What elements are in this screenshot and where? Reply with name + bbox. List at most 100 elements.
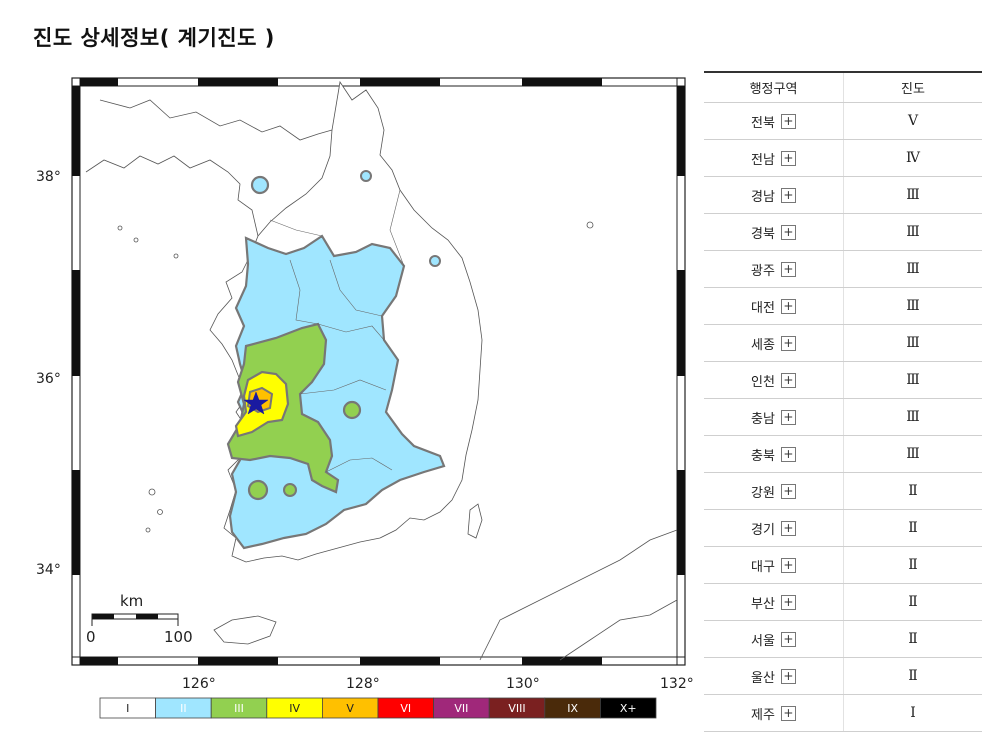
region-cell: 경기 + bbox=[704, 510, 844, 546]
intensity-cell: Ⅲ bbox=[906, 187, 920, 203]
table-row: 경북 + Ⅲ bbox=[704, 214, 982, 251]
intensity-cell: Ⅲ bbox=[906, 446, 920, 462]
legend-swatch bbox=[600, 697, 657, 719]
dokdo-island bbox=[586, 221, 594, 229]
expand-icon[interactable]: + bbox=[780, 446, 796, 462]
region-cell: 서울 + bbox=[704, 621, 844, 657]
legend-label: VII bbox=[454, 702, 468, 715]
intensity-legend: I II III IV V VI VII VIII IX X+ bbox=[99, 697, 657, 719]
intensity-cell: Ⅱ bbox=[908, 594, 918, 610]
legend-label: V bbox=[346, 702, 354, 715]
region-cell: 충북 + bbox=[704, 436, 844, 472]
jeju-island bbox=[213, 615, 277, 645]
header-region: 행정구역 bbox=[704, 73, 844, 102]
region-name: 전북 bbox=[751, 115, 775, 131]
intensity-II-spot-north bbox=[250, 175, 270, 195]
table-row: 전남 + Ⅳ bbox=[704, 140, 982, 177]
legend-label: I bbox=[126, 702, 129, 715]
map-svg: 38° 36° 34° 126° 128° 130° 132° km 0 100… bbox=[36, 77, 694, 719]
region-name: 제주 bbox=[751, 707, 775, 723]
expand-icon[interactable]: + bbox=[780, 520, 796, 536]
table-row: 강원 + Ⅱ bbox=[704, 473, 982, 510]
region-name: 대전 bbox=[751, 300, 775, 316]
region-name: 경기 bbox=[751, 522, 775, 538]
region-name: 광주 bbox=[751, 263, 775, 279]
intensity-III-spot-south2 bbox=[283, 483, 297, 497]
table-row: 서울 + Ⅱ bbox=[704, 621, 982, 658]
header-intensity: 진도 bbox=[901, 82, 925, 97]
region-cell: 대구 + bbox=[704, 547, 844, 583]
intensity-cell: Ⅱ bbox=[908, 668, 918, 684]
region-cell: 세종 + bbox=[704, 325, 844, 361]
table-row: 경남 + Ⅲ bbox=[704, 177, 982, 214]
intensity-cell: Ⅱ bbox=[908, 631, 918, 647]
expand-icon[interactable]: + bbox=[780, 594, 796, 610]
legend-label: IV bbox=[289, 702, 300, 715]
expand-icon[interactable]: + bbox=[780, 187, 796, 203]
expand-icon[interactable]: + bbox=[780, 668, 796, 684]
table-row: 인천 + Ⅲ bbox=[704, 362, 982, 399]
table-header: 행정구역 진도 bbox=[704, 73, 982, 103]
north-land bbox=[85, 155, 259, 237]
expand-icon[interactable]: + bbox=[780, 298, 796, 314]
lat-label-38: 38° bbox=[36, 169, 61, 185]
region-name: 부산 bbox=[751, 596, 775, 612]
intensity-cell: Ⅳ bbox=[906, 150, 920, 166]
region-cell: 광주 + bbox=[704, 251, 844, 287]
table-row: 세종 + Ⅲ bbox=[704, 325, 982, 362]
scale-unit: km bbox=[120, 592, 143, 610]
intensity-cell: Ⅲ bbox=[906, 372, 920, 388]
lon-label-132: 132° bbox=[660, 676, 694, 692]
region-name: 서울 bbox=[751, 633, 775, 649]
intensity-cell: Ⅲ bbox=[906, 335, 920, 351]
table-row: 대구 + Ⅱ bbox=[704, 547, 982, 584]
frame-border-ticks bbox=[71, 77, 686, 666]
intensity-III-spot-south bbox=[247, 479, 269, 501]
expand-icon[interactable]: + bbox=[780, 483, 796, 499]
region-name: 충북 bbox=[751, 448, 775, 464]
table-row: 경기 + Ⅱ bbox=[704, 510, 982, 547]
region-cell: 전북 + bbox=[704, 103, 844, 139]
region-cell: 제주 + bbox=[704, 695, 844, 731]
region-cell: 충남 + bbox=[704, 399, 844, 435]
legend-label: IX bbox=[567, 702, 578, 715]
expand-icon[interactable]: + bbox=[780, 372, 796, 388]
intensity-cell: Ⅱ bbox=[908, 483, 918, 499]
table-row: 대전 + Ⅲ bbox=[704, 288, 982, 325]
legend-label: VI bbox=[400, 702, 411, 715]
intensity-III-spot-east bbox=[342, 400, 362, 420]
expand-icon[interactable]: + bbox=[780, 335, 796, 351]
table-row: 전북 + Ⅴ bbox=[704, 103, 982, 140]
table-body: 전북 + Ⅴ 전남 + Ⅳ 경남 + Ⅲ 경북 + Ⅲ 광주 + Ⅲ 대전 + Ⅲ 세종 + Ⅲ 인천 + Ⅲ 충남 + Ⅲ 충북 + Ⅲ… bbox=[704, 103, 982, 732]
scale-bar: km 0 100 bbox=[86, 592, 193, 646]
intensity-map: 38° 36° 34° 126° 128° 130° 132° km 0 100… bbox=[0, 60, 700, 744]
lon-label-128: 128° bbox=[346, 676, 380, 692]
lat-label-34: 34° bbox=[36, 562, 61, 578]
expand-icon[interactable]: + bbox=[780, 557, 796, 573]
intensity-table: 행정구역 진도 전북 + Ⅴ 전남 + Ⅳ 경남 + Ⅲ 경북 + Ⅲ 광주 + Ⅲ 대전 + Ⅲ 세종 + Ⅲ 인천 + Ⅲ… bbox=[704, 71, 982, 732]
intensity-cell: Ⅲ bbox=[906, 261, 920, 277]
legend-label: II bbox=[180, 702, 187, 715]
table-row: 충남 + Ⅲ bbox=[704, 399, 982, 436]
region-cell: 울산 + bbox=[704, 658, 844, 694]
expand-icon[interactable]: + bbox=[780, 150, 796, 166]
intensity-cell: Ⅱ bbox=[908, 520, 918, 536]
legend-label: III bbox=[234, 702, 244, 715]
region-cell: 경북 + bbox=[704, 214, 844, 250]
expand-icon[interactable]: + bbox=[780, 631, 796, 647]
expand-icon[interactable]: + bbox=[780, 261, 796, 277]
region-name: 충남 bbox=[751, 411, 775, 427]
expand-icon[interactable]: + bbox=[780, 705, 796, 721]
north-land-2 bbox=[99, 99, 333, 141]
islands bbox=[117, 170, 594, 645]
legend-label: VIII bbox=[508, 702, 525, 715]
lon-label-130: 130° bbox=[506, 676, 540, 692]
region-name: 세종 bbox=[751, 337, 775, 353]
expand-icon[interactable]: + bbox=[780, 224, 796, 240]
expand-icon[interactable]: + bbox=[780, 113, 796, 129]
region-cell: 경남 + bbox=[704, 177, 844, 213]
region-cell: 대전 + bbox=[704, 288, 844, 324]
expand-icon[interactable]: + bbox=[780, 409, 796, 425]
region-cell: 전남 + bbox=[704, 140, 844, 176]
intensity-cell: Ⅴ bbox=[907, 113, 919, 129]
